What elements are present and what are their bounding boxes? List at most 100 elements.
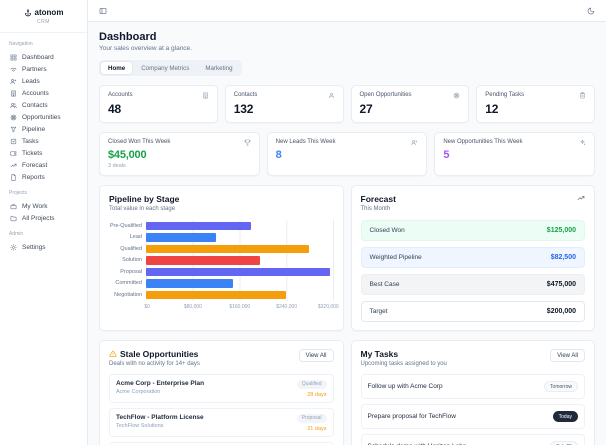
stale-item[interactable]: Pinnacle - Annual SubscriptionPinnacle I… xyxy=(109,442,334,445)
sidebar-item-label: Tasks xyxy=(22,137,39,145)
forecast-label: Target xyxy=(369,308,388,315)
sidebar-item-label: Settings xyxy=(22,243,46,251)
sidebar-item-contacts[interactable]: Contacts xyxy=(7,99,80,111)
sidebar-item-dashboard[interactable]: Dashboard xyxy=(7,51,80,63)
bar-solution xyxy=(146,256,260,265)
nav-section-admin: Admin xyxy=(9,231,24,237)
target-icon xyxy=(10,114,17,121)
sidebar-item-reports[interactable]: Reports xyxy=(7,171,80,183)
forecast-row-closed-won: Closed Won $125,000 xyxy=(360,220,585,241)
dashboard-tabs: Home Company Metrics Marketing xyxy=(99,60,242,76)
sidebar-item-tasks[interactable]: Tasks xyxy=(7,135,80,147)
bar-negotiation xyxy=(146,290,286,299)
bar-qualified xyxy=(146,244,310,253)
theme-toggle-moon-icon[interactable] xyxy=(587,7,595,15)
highlight-value: 8 xyxy=(275,149,282,161)
stale-view-all-button[interactable]: View All xyxy=(298,349,334,362)
tab-company-metrics[interactable]: Company Metrics xyxy=(141,64,190,72)
opportunity-company: TechFlow Solutions xyxy=(116,423,164,429)
stat-value: 132 xyxy=(233,102,254,116)
gear-icon xyxy=(10,243,17,251)
x-tick: $160,000 xyxy=(229,303,251,310)
x-tick: $240,000 xyxy=(276,303,298,310)
sidebar-item-partners[interactable]: Partners xyxy=(7,63,80,75)
stat-card-contacts: Contacts 132 xyxy=(224,85,344,123)
stale-subtitle: Deals with no activity for 14+ days xyxy=(109,361,200,367)
check-square-icon xyxy=(10,138,17,145)
stage-badge: Proposal xyxy=(296,413,327,423)
sidebar-item-all-projects[interactable]: All Projects xyxy=(7,212,80,224)
main-area: Dashboard Your sales overview at a glanc… xyxy=(88,0,606,445)
chart-category-label: Proposal xyxy=(120,268,142,275)
dashboard-content: Dashboard Your sales overview at a glanc… xyxy=(88,22,606,445)
folder-icon xyxy=(10,215,17,222)
chart-category-label: Lead xyxy=(129,234,142,241)
funnel-icon xyxy=(10,126,17,133)
task-item[interactable]: Schedule demo with Horizon Labs Feb 25 xyxy=(360,434,585,445)
forecast-row-weighted-pipeline: Weighted Pipeline $82,500 xyxy=(360,247,585,268)
pipeline-subtitle: Total value in each stage xyxy=(109,206,176,212)
forecast-value: $475,000 xyxy=(546,281,576,288)
sidebar-toggle-icon[interactable] xyxy=(99,7,107,15)
pipeline-panel: Pipeline by Stage Total value in each st… xyxy=(99,185,344,331)
brand-sub: CRM xyxy=(37,19,50,25)
stat-card-pending-tasks: Pending Tasks 12 xyxy=(476,85,595,123)
chart-category-label: Negotiation xyxy=(114,291,142,298)
sidebar-item-leads[interactable]: Leads xyxy=(7,75,80,87)
task-item[interactable]: Follow up with Acme Corp Tomorrow xyxy=(360,374,585,399)
stat-label: Contacts xyxy=(233,92,258,98)
forecast-value: $125,000 xyxy=(546,227,576,234)
sidebar-item-label: Reports xyxy=(22,173,45,181)
briefcase-icon xyxy=(10,203,17,210)
users-icon xyxy=(10,102,17,109)
sidebar-item-tickets[interactable]: Tickets xyxy=(7,147,80,159)
sidebar-item-label: Dashboard xyxy=(22,53,54,61)
sidebar-item-forecast[interactable]: Forecast xyxy=(7,159,80,171)
tasks-subtitle: Upcoming tasks assigned to you xyxy=(360,361,447,367)
chart-row: Proposal xyxy=(109,266,334,278)
forecast-value: $82,500 xyxy=(550,254,576,261)
chart-row: Committed xyxy=(109,277,334,289)
x-tick: $80,000 xyxy=(183,303,202,310)
stale-item[interactable]: Acme Corp - Enterprise Plan Acme Corporat… xyxy=(109,374,334,403)
clipboard-icon xyxy=(579,92,586,99)
sidebar-item-accounts[interactable]: Accounts xyxy=(7,87,80,99)
tab-marketing[interactable]: Marketing xyxy=(205,64,233,72)
sidebar-item-label: Contacts xyxy=(22,101,48,109)
highlight-label: New Leads This Week xyxy=(275,139,336,145)
x-tick: $0 xyxy=(144,303,150,310)
pipeline-title: Pipeline by Stage xyxy=(109,194,180,204)
stale-title: Stale Opportunities xyxy=(120,349,199,359)
page-title: Dashboard xyxy=(99,31,157,43)
ticket-icon xyxy=(10,150,17,157)
stat-value: 12 xyxy=(485,102,499,116)
opportunity-name: TechFlow - Platform License xyxy=(116,413,204,421)
sidebar-item-settings[interactable]: Settings xyxy=(7,241,80,253)
tab-home[interactable]: Home xyxy=(101,62,133,74)
brand-logo-icon xyxy=(24,9,32,17)
task-item[interactable]: Prepare proposal for TechFlow Today xyxy=(360,404,585,429)
task-name: Prepare proposal for TechFlow xyxy=(367,413,456,420)
stale-item[interactable]: TechFlow - Platform License TechFlow Solu… xyxy=(109,408,334,437)
forecast-value: $200,000 xyxy=(546,308,576,315)
tasks-view-all-button[interactable]: View All xyxy=(550,349,585,362)
task-name: Schedule demo with Horizon Labs xyxy=(368,443,467,445)
sidebar-item-label: My Work xyxy=(22,202,48,210)
task-due-badge: Tomorrow xyxy=(544,381,578,392)
chart-x-axis: $0 $80,000 $160,000 $240,000 $320,000 xyxy=(144,301,338,310)
user-plus-icon xyxy=(10,78,17,85)
bar-pre-qualified xyxy=(146,221,251,230)
stat-value: 48 xyxy=(108,102,121,116)
file-icon xyxy=(10,173,17,181)
chart-row: Qualified xyxy=(109,243,334,255)
sidebar-item-label: Leads xyxy=(22,77,40,85)
forecast-row-target: Target $200,000 xyxy=(360,301,585,322)
sidebar-item-opportunities[interactable]: Opportunities xyxy=(7,111,80,123)
page-subtitle: Your sales overview at a glance. xyxy=(99,45,192,52)
chart-category-label: Pre-Qualified xyxy=(109,222,142,229)
sidebar-item-pipeline[interactable]: Pipeline xyxy=(7,123,80,135)
stat-card-accounts: Accounts 48 xyxy=(99,85,218,123)
highlight-sub: 3 deals xyxy=(108,163,126,169)
sidebar-item-my-work[interactable]: My Work xyxy=(7,200,80,212)
chart-category-label: Solution xyxy=(122,257,142,264)
